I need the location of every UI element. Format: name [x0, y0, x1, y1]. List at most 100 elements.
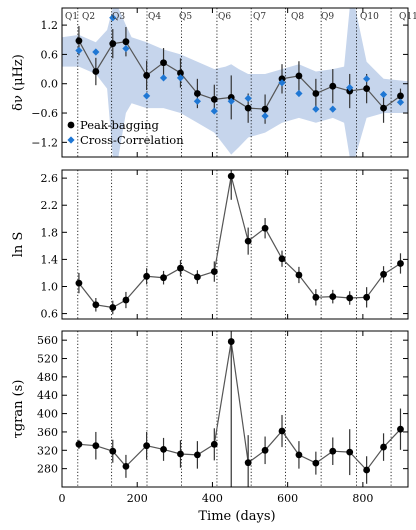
y-tick-label-tau-3: 400 [37, 408, 58, 421]
y-tick-label-tau-6: 520 [37, 353, 58, 366]
point-lnS-7 [193, 273, 201, 281]
point-dnu-18 [380, 104, 387, 112]
y-tick-label-tau-5: 480 [37, 371, 58, 384]
legend-label-xcorr: Cross-Correlation [80, 133, 184, 147]
panel-frame-tau [61, 330, 409, 488]
point-lnS-6 [177, 264, 184, 272]
xcorr-point-11 [261, 112, 269, 120]
point-tau-11 [261, 446, 269, 454]
xcorr-point-14 [312, 105, 320, 113]
y-tick-label-lnS-3: 1.8 [41, 226, 59, 239]
xcorr-point-18 [379, 90, 388, 99]
y-tick-label-lnS-5: 2.6 [41, 172, 59, 185]
point-tau-8 [210, 440, 218, 448]
point-tau-17 [363, 466, 371, 474]
point-dnu-10 [244, 104, 252, 112]
point-lnS-0 [75, 279, 83, 287]
point-dnu-0 [75, 37, 83, 45]
point-tau-16 [346, 448, 354, 456]
quarter-label-q2: Q2 [82, 12, 95, 22]
point-tau-5 [160, 445, 167, 453]
point-lnS-9 [227, 172, 235, 180]
xcorr-point-17 [363, 75, 371, 83]
quarter-label-q11: Q11 [399, 12, 416, 22]
panel-frame-lnS [61, 169, 409, 320]
y-tick-label-lnS-4: 2.2 [41, 199, 59, 212]
point-lnS-2 [109, 304, 117, 311]
point-dnu-12 [278, 75, 286, 83]
xcorr-point-3 [122, 44, 130, 53]
y-tick-label-dnu-4: 1.2 [41, 19, 59, 32]
y-tick-label-dnu-0: −1.2 [31, 136, 58, 149]
quarter-label-q6: Q6 [218, 12, 231, 22]
point-tau-0 [75, 440, 83, 448]
quarter-label-q1: Q1 [65, 12, 78, 22]
point-lnS-4 [143, 272, 151, 280]
point-tau-12 [278, 427, 286, 435]
panel-frame-dnu [61, 7, 409, 158]
point-lnS-5 [160, 274, 167, 282]
xcorr-point-10 [244, 94, 252, 102]
point-tau-9 [227, 338, 235, 345]
point-dnu-5 [160, 59, 167, 67]
point-tau-4 [143, 442, 151, 450]
y-tick-label-tau-4: 440 [37, 389, 58, 402]
y-tick-label-tau-2: 360 [37, 426, 58, 439]
x-tick-label-2: 400 [202, 492, 223, 505]
y-tick-label-lnS-0: 0.6 [41, 308, 59, 321]
point-lnS-16 [346, 294, 354, 302]
point-tau-14 [312, 459, 320, 467]
point-dnu-2 [109, 40, 117, 48]
point-tau-7 [193, 451, 201, 459]
point-dnu-9 [227, 94, 235, 101]
point-tau-15 [329, 447, 337, 455]
point-dnu-1 [92, 68, 100, 75]
xcorr-point-7 [193, 97, 201, 105]
point-dnu-7 [193, 90, 201, 97]
xcorr-point-1 [92, 48, 100, 56]
y-axis-label-tau: τgran (s) [11, 380, 26, 439]
point-tau-18 [380, 443, 387, 451]
band-layer [62, 8, 408, 157]
xcorr-point-12 [278, 79, 286, 87]
y-tick-label-tau-1: 320 [37, 444, 58, 457]
point-dnu-8 [210, 95, 218, 103]
point-lnS-15 [329, 293, 337, 301]
legend-label-peak: Peak-bagging [80, 118, 160, 132]
y-tick-label-lnS-2: 1.4 [41, 253, 59, 266]
quarter-label-q5: Q5 [179, 12, 192, 22]
xcorr-point-5 [159, 74, 168, 82]
legend-marker-xcorr [67, 136, 75, 144]
xcorr-point-15 [329, 105, 337, 113]
x-tick-label-1: 200 [127, 492, 148, 505]
point-tau-6 [177, 450, 184, 458]
quarter-label-q3: Q3 [112, 12, 125, 22]
y-tick-label-dnu-2: 0.0 [41, 78, 59, 91]
axes-layer [61, 7, 409, 488]
text-layer: Q1 Q2 Q3 Q4 Q5 Q6 Q7 Q8 Q9 Q10 Q11 −1.2 −0.6 0.0 0.6 1.… [11, 12, 416, 505]
x-axis-label: Time (days) [198, 509, 275, 524]
point-lnS-11 [261, 224, 269, 232]
point-lnS-8 [210, 268, 218, 275]
point-dnu-11 [261, 105, 269, 113]
point-lnS-12 [278, 255, 286, 263]
point-dnu-4 [143, 72, 151, 79]
xcorr-point-2 [109, 14, 117, 22]
point-tau-13 [295, 451, 303, 459]
point-dnu-19 [397, 92, 404, 100]
y-tick-label-tau-7: 560 [37, 334, 58, 347]
xcorr-point-19 [396, 98, 405, 106]
xcorr-point-8 [210, 107, 218, 115]
legend-marker-peak [67, 121, 75, 129]
quarter-label-q8: Q8 [291, 12, 304, 22]
quarter-label-q10: Q10 [360, 12, 379, 22]
point-tau-1 [92, 442, 100, 450]
quarter-label-q4: Q4 [148, 12, 161, 22]
xcorr-point-0 [75, 46, 83, 55]
uncertainty-band [62, 8, 408, 157]
xcorr-point-6 [176, 74, 185, 82]
point-dnu-6 [177, 69, 184, 77]
point-lnS-19 [397, 260, 404, 267]
y-tick-label-dnu-1: −0.6 [31, 107, 58, 120]
